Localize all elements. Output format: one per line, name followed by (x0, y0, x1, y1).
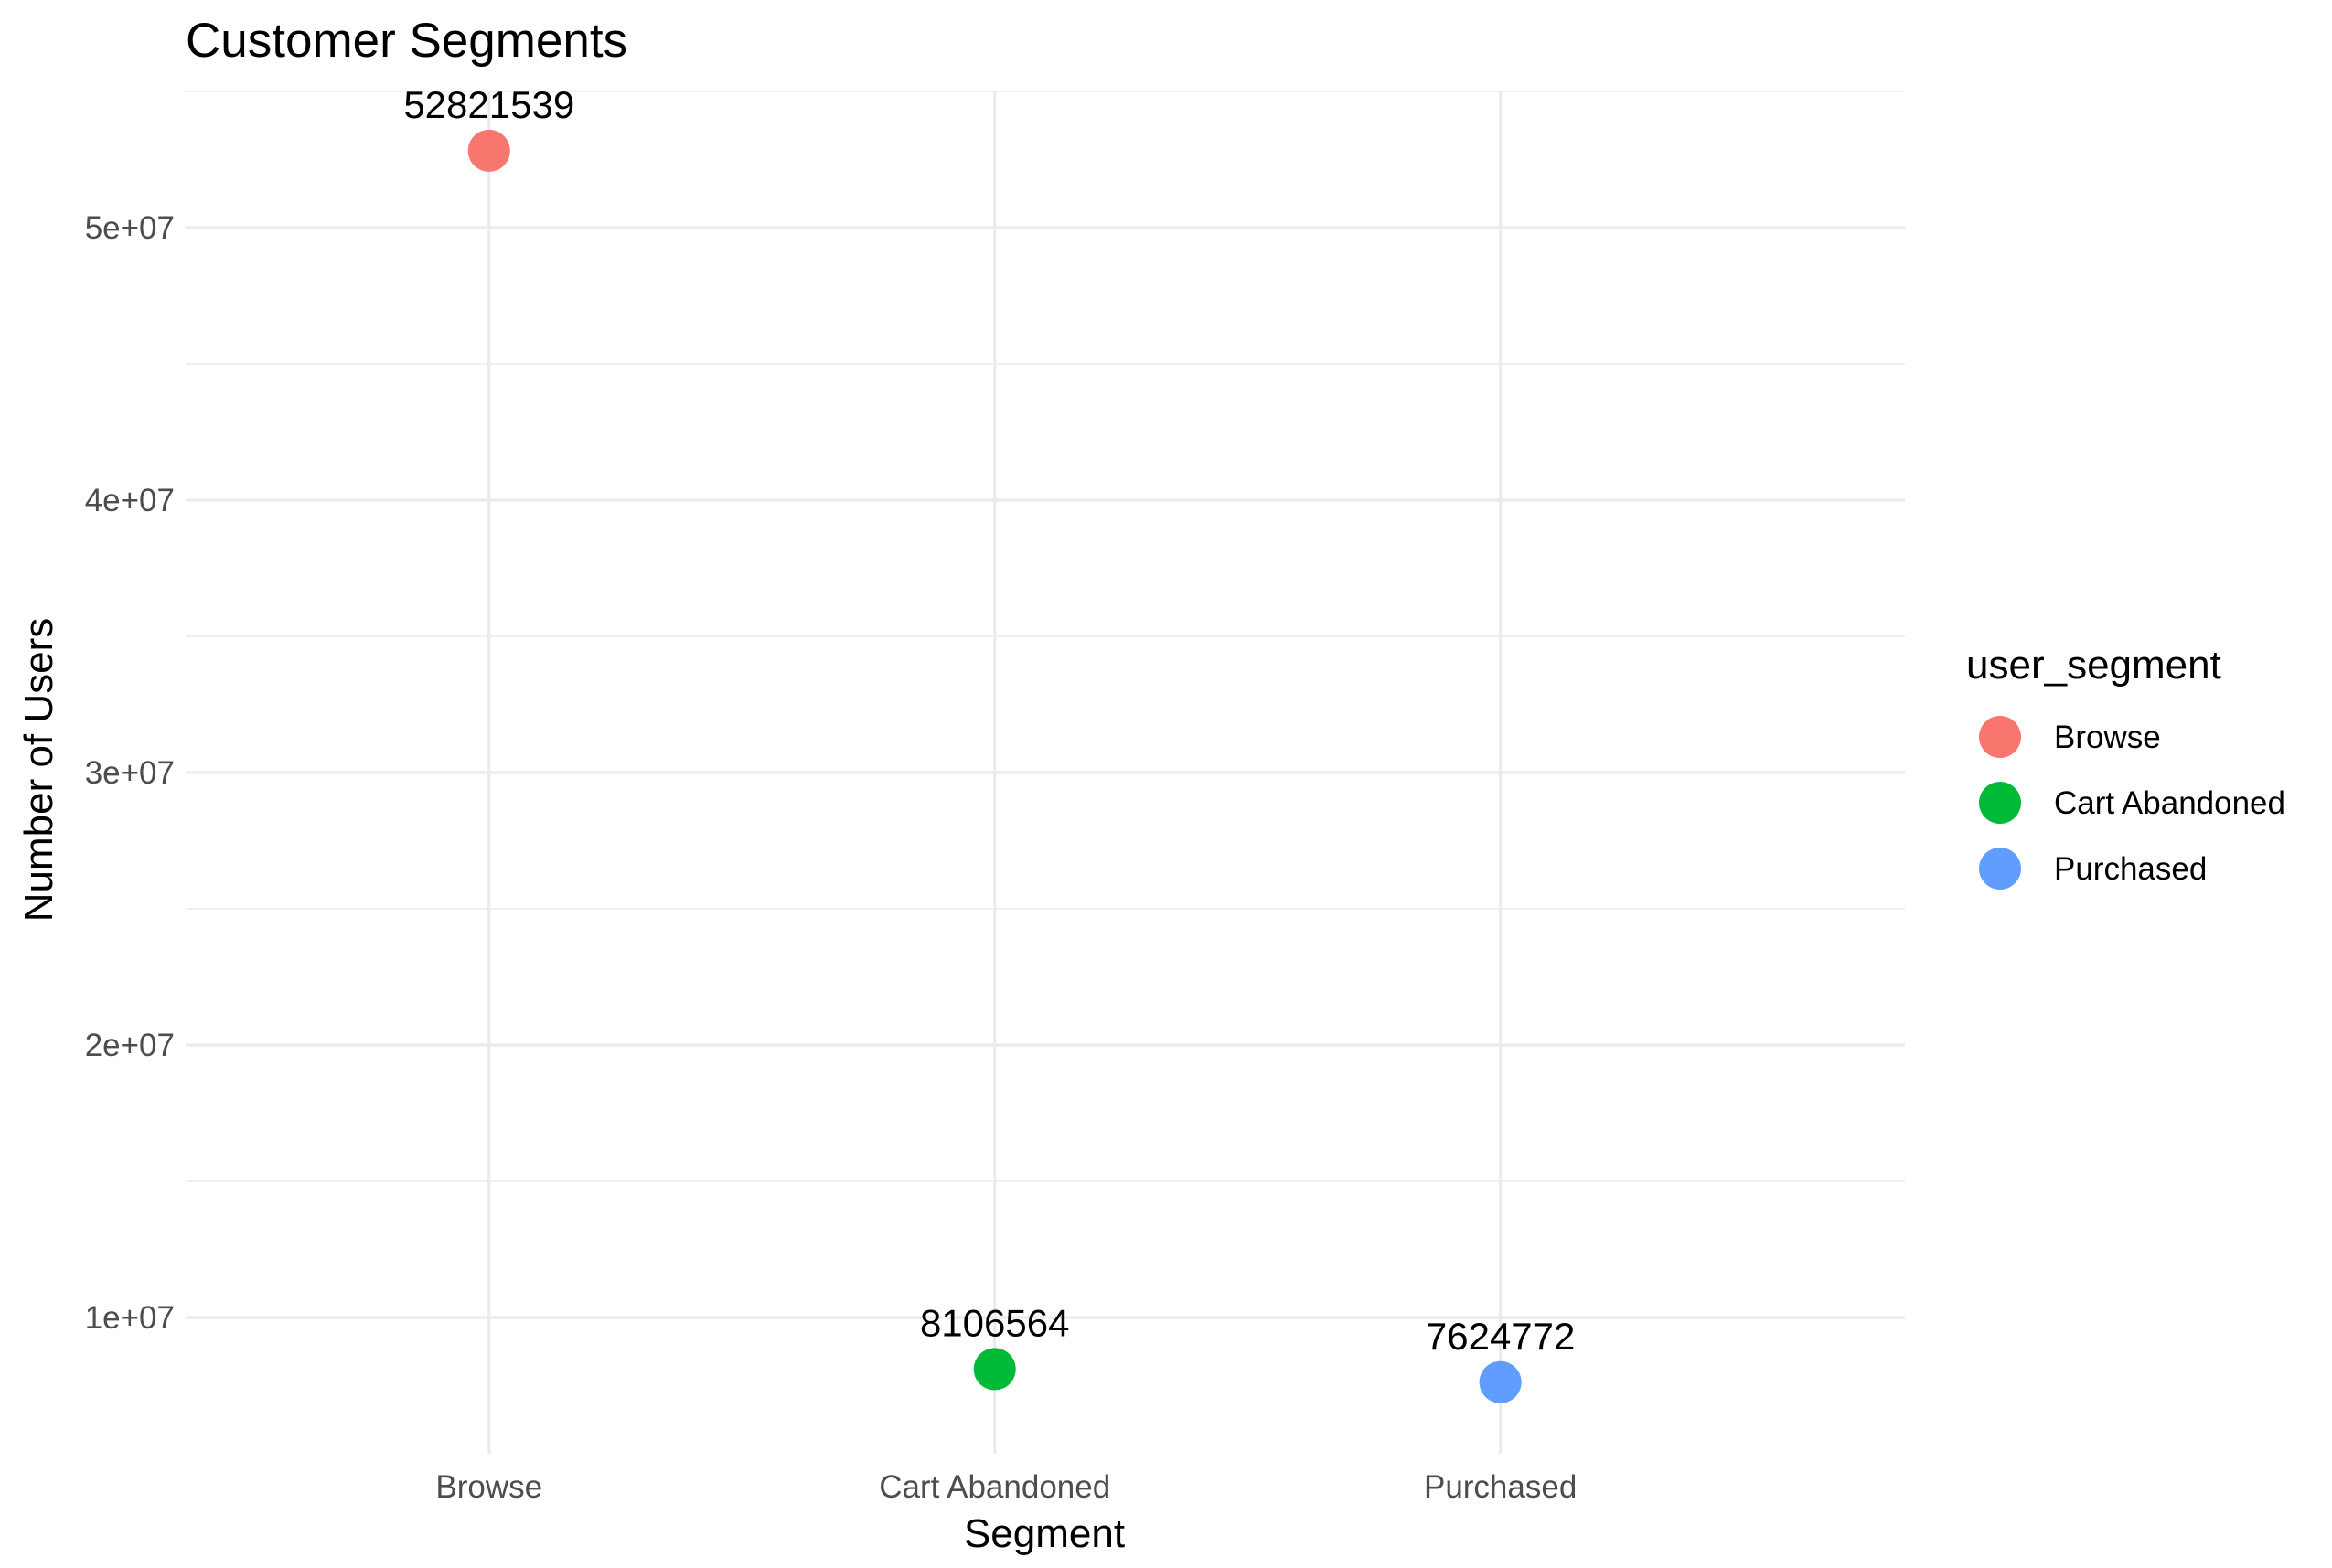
y-tick-label: 4e+07 (85, 483, 175, 518)
x-axis-title: Segment (964, 1511, 1125, 1556)
data-point (1479, 1360, 1522, 1403)
legend-entries: Browse Cart Abandoned Purchased (1979, 716, 2285, 890)
data-label: 52821539 (403, 83, 574, 126)
x-axis-ticks: Browse Cart Abandoned Purchased (435, 1469, 1577, 1505)
y-tick-label: 2e+07 (85, 1028, 175, 1063)
data-label: 8106564 (920, 1301, 1070, 1344)
data-point (467, 129, 510, 172)
y-tick-label: 3e+07 (85, 755, 175, 791)
x-tick-label: Purchased (1424, 1469, 1577, 1505)
data-labels: 52821539 8106564 7624772 (403, 83, 1575, 1358)
legend-title: user_segment (1966, 643, 2221, 688)
data-points (467, 129, 1522, 1403)
y-axis-title: Number of Users (16, 618, 61, 923)
legend-key (1979, 716, 2021, 758)
y-tick-label: 5e+07 (85, 210, 175, 246)
legend-label: Browse (2054, 720, 2161, 755)
data-label: 7624772 (1426, 1315, 1576, 1358)
legend-key (1979, 848, 2021, 890)
chart-title: Customer Segments (186, 14, 627, 68)
legend: user_segment Browse Cart Abandoned Purchas… (1966, 643, 2285, 890)
x-tick-label: Cart Abandoned (879, 1469, 1110, 1505)
y-axis-ticks: 1e+07 2e+07 3e+07 4e+07 5e+07 (85, 210, 175, 1336)
legend-label: Cart Abandoned (2054, 785, 2285, 821)
y-tick-label: 1e+07 (85, 1300, 175, 1336)
data-point (973, 1348, 1016, 1391)
grid (186, 91, 1905, 1454)
legend-key (1979, 782, 2021, 824)
legend-label: Purchased (2054, 851, 2207, 887)
x-tick-label: Browse (435, 1469, 542, 1505)
